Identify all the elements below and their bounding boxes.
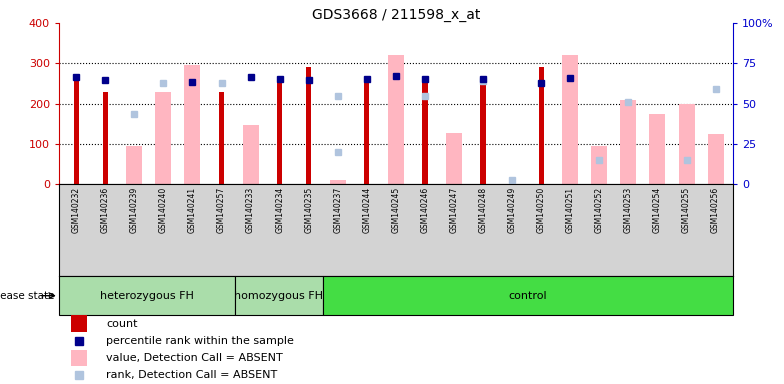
Text: GSM140237: GSM140237: [333, 187, 343, 233]
Text: GSM140249: GSM140249: [508, 187, 517, 233]
Bar: [71, 315, 87, 332]
Bar: [330, 180, 346, 184]
Text: value, Detection Call = ABSENT: value, Detection Call = ABSENT: [106, 353, 283, 363]
Text: GSM140244: GSM140244: [362, 187, 372, 233]
Text: GSM140253: GSM140253: [624, 187, 633, 233]
Text: GSM140239: GSM140239: [130, 187, 139, 233]
Bar: [620, 100, 637, 184]
Bar: [219, 92, 224, 184]
Text: GSM140240: GSM140240: [159, 187, 168, 233]
Bar: [562, 55, 579, 184]
Bar: [71, 350, 87, 366]
Text: GSM140248: GSM140248: [478, 187, 488, 233]
Text: percentile rank within the sample: percentile rank within the sample: [106, 336, 294, 346]
Bar: [59, 276, 234, 315]
Bar: [481, 79, 486, 184]
Text: GSM140247: GSM140247: [449, 187, 459, 233]
Bar: [103, 93, 108, 184]
Bar: [388, 55, 404, 184]
Title: GDS3668 / 211598_x_at: GDS3668 / 211598_x_at: [312, 8, 480, 22]
Text: GSM140255: GSM140255: [682, 187, 691, 233]
Text: rank, Detection Call = ABSENT: rank, Detection Call = ABSENT: [106, 370, 278, 381]
Text: GSM140245: GSM140245: [391, 187, 401, 233]
Text: GSM140246: GSM140246: [420, 187, 430, 233]
Bar: [323, 276, 733, 315]
Bar: [155, 93, 172, 184]
Text: GSM140235: GSM140235: [304, 187, 314, 233]
Text: GSM140241: GSM140241: [188, 187, 197, 233]
Text: GSM140252: GSM140252: [595, 187, 604, 233]
Text: GSM140233: GSM140233: [246, 187, 255, 233]
Bar: [234, 276, 323, 315]
Bar: [74, 79, 79, 184]
Bar: [678, 104, 695, 184]
Text: GSM140250: GSM140250: [537, 187, 546, 233]
Bar: [184, 65, 201, 184]
Bar: [306, 68, 311, 184]
Text: GSM140251: GSM140251: [566, 187, 575, 233]
Text: GSM140232: GSM140232: [72, 187, 81, 233]
Text: disease state: disease state: [0, 291, 55, 301]
Bar: [126, 146, 143, 184]
Text: GSM140256: GSM140256: [711, 187, 720, 233]
Text: GSM140257: GSM140257: [217, 187, 226, 233]
Bar: [365, 79, 369, 184]
Text: homozygous FH: homozygous FH: [234, 291, 323, 301]
Bar: [539, 68, 544, 184]
Text: GSM140254: GSM140254: [653, 187, 662, 233]
Text: heterozygous FH: heterozygous FH: [100, 291, 194, 301]
Text: control: control: [509, 291, 547, 301]
Bar: [423, 79, 427, 184]
Bar: [708, 134, 724, 184]
Bar: [242, 125, 259, 184]
Text: GSM140234: GSM140234: [275, 187, 284, 233]
Text: count: count: [106, 318, 137, 329]
Bar: [277, 79, 282, 184]
Bar: [591, 146, 608, 184]
Bar: [446, 133, 462, 184]
Text: GSM140236: GSM140236: [101, 187, 110, 233]
Bar: [649, 114, 666, 184]
